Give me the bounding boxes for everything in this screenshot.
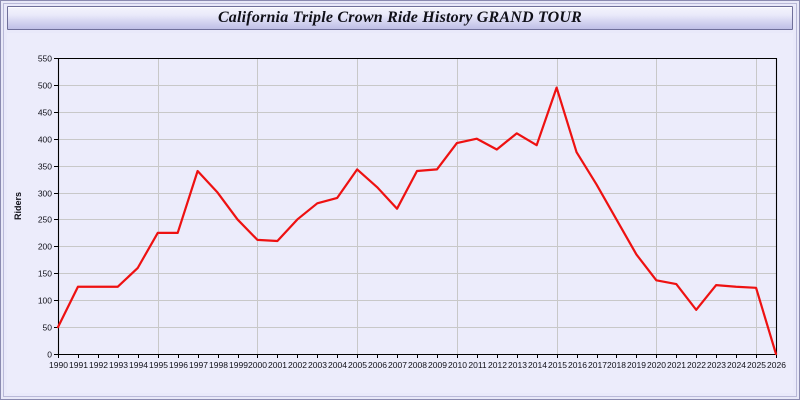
svg-text:250: 250 bbox=[38, 215, 52, 225]
svg-text:2008: 2008 bbox=[408, 360, 427, 370]
svg-text:2015: 2015 bbox=[548, 360, 567, 370]
svg-text:2026: 2026 bbox=[767, 360, 786, 370]
chart-canvas: 0 50 100 150 200 250 300 350 400 450 500 550 1990 19… bbox=[7, 33, 793, 393]
svg-text:1999: 1999 bbox=[229, 360, 248, 370]
svg-text:2013: 2013 bbox=[508, 360, 527, 370]
svg-text:500: 500 bbox=[38, 81, 52, 91]
svg-text:2009: 2009 bbox=[428, 360, 447, 370]
plot-wrapper: 0 50 100 150 200 250 300 350 400 450 500 550 1990 19… bbox=[7, 33, 793, 393]
svg-text:2010: 2010 bbox=[448, 360, 467, 370]
svg-text:450: 450 bbox=[38, 108, 52, 118]
svg-text:300: 300 bbox=[38, 189, 52, 199]
svg-text:2011: 2011 bbox=[468, 360, 487, 370]
svg-text:2002: 2002 bbox=[288, 360, 307, 370]
data-series-line bbox=[56, 86, 778, 356]
svg-text:100: 100 bbox=[38, 296, 52, 306]
svg-text:2006: 2006 bbox=[368, 360, 387, 370]
svg-text:1990: 1990 bbox=[49, 360, 68, 370]
svg-text:350: 350 bbox=[38, 162, 52, 172]
svg-text:1996: 1996 bbox=[169, 360, 188, 370]
svg-text:200: 200 bbox=[38, 242, 52, 252]
svg-text:2020: 2020 bbox=[647, 360, 666, 370]
svg-text:2022: 2022 bbox=[687, 360, 706, 370]
svg-text:1991: 1991 bbox=[69, 360, 88, 370]
svg-text:1992: 1992 bbox=[89, 360, 108, 370]
svg-text:0: 0 bbox=[47, 350, 52, 360]
svg-text:2005: 2005 bbox=[348, 360, 367, 370]
svg-text:2024: 2024 bbox=[727, 360, 746, 370]
window-title: California Triple Crown Ride History GRA… bbox=[217, 9, 583, 26]
y-axis-ticks: 0 50 100 150 200 250 300 350 400 450 500 550 bbox=[38, 54, 58, 360]
axis-lines bbox=[57, 57, 778, 356]
x-axis-ticks: 1990 1991 1992 1993 1994 1995 1996 1997 1998 1999… bbox=[49, 354, 786, 370]
svg-text:1995: 1995 bbox=[149, 360, 168, 370]
svg-text:1994: 1994 bbox=[129, 360, 148, 370]
svg-text:2001: 2001 bbox=[268, 360, 287, 370]
svg-text:1997: 1997 bbox=[189, 360, 208, 370]
svg-text:2016: 2016 bbox=[568, 360, 587, 370]
svg-text:2004: 2004 bbox=[328, 360, 347, 370]
title-bar: California Triple Crown Ride History GRA… bbox=[7, 6, 793, 30]
svg-text:550: 550 bbox=[38, 54, 52, 64]
svg-text:2018: 2018 bbox=[607, 360, 626, 370]
svg-text:2017: 2017 bbox=[588, 360, 607, 370]
svg-text:2003: 2003 bbox=[308, 360, 327, 370]
svg-text:2021: 2021 bbox=[667, 360, 686, 370]
svg-text:150: 150 bbox=[38, 269, 52, 279]
svg-text:50: 50 bbox=[43, 323, 53, 333]
svg-text:2012: 2012 bbox=[488, 360, 507, 370]
svg-text:2000: 2000 bbox=[248, 360, 267, 370]
svg-text:400: 400 bbox=[38, 135, 52, 145]
svg-text:2007: 2007 bbox=[388, 360, 407, 370]
svg-text:2025: 2025 bbox=[747, 360, 766, 370]
svg-text:1993: 1993 bbox=[109, 360, 128, 370]
y-axis-label: Riders bbox=[13, 192, 23, 220]
svg-text:2014: 2014 bbox=[528, 360, 547, 370]
svg-text:1998: 1998 bbox=[209, 360, 228, 370]
grid-lines bbox=[58, 58, 776, 354]
svg-text:2019: 2019 bbox=[627, 360, 646, 370]
svg-text:2023: 2023 bbox=[707, 360, 726, 370]
